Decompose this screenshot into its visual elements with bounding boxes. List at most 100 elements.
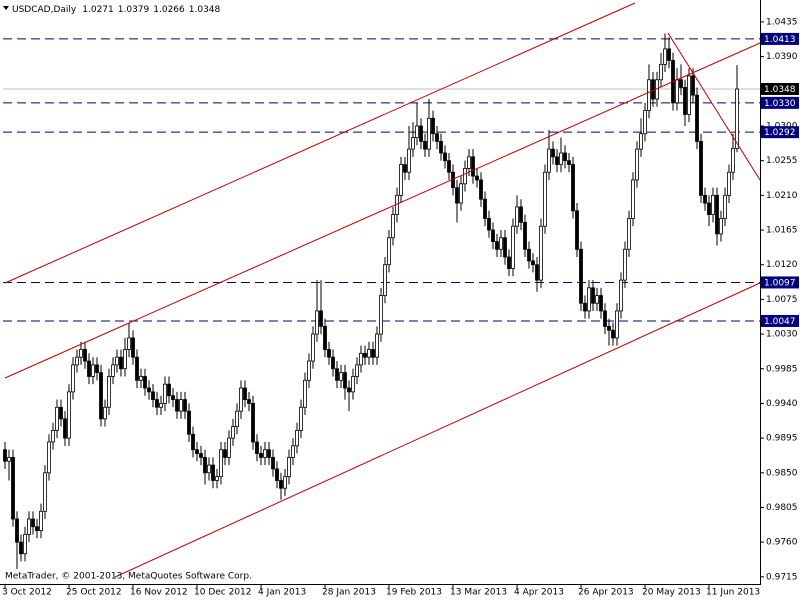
candle-body — [199, 453, 203, 458]
y-tick-label: 1.0255 — [766, 156, 798, 166]
candle-body — [319, 310, 323, 327]
candle-body — [355, 364, 359, 377]
candle-body — [183, 399, 187, 412]
candle-body — [547, 148, 551, 173]
candle-body — [391, 214, 395, 239]
x-tick-label: 4 Apr 2013 — [514, 588, 564, 598]
candle-body — [559, 152, 563, 165]
candle-body — [591, 287, 595, 304]
x-tick-label: 11 Jun 2013 — [706, 588, 760, 598]
candle-body — [283, 476, 287, 489]
candle-body — [587, 287, 591, 312]
candle-body — [151, 391, 155, 400]
candle-body — [95, 364, 99, 374]
header-close: 1.0348 — [189, 5, 221, 15]
candle-body — [435, 133, 439, 142]
candle-body — [503, 237, 507, 258]
candle-body — [187, 410, 191, 435]
candle-body — [323, 325, 327, 350]
candle-body — [679, 79, 683, 88]
candle-body — [579, 248, 583, 304]
candle-body — [191, 433, 195, 451]
candle-body — [359, 352, 363, 366]
level-label-box — [761, 96, 799, 109]
candle-body — [131, 337, 135, 358]
candle-body — [143, 376, 147, 389]
candle-body — [179, 399, 183, 412]
candle-body — [239, 387, 243, 412]
symbol: USDCAD,Daily — [12, 5, 77, 15]
candle-body — [271, 456, 275, 470]
y-tick-label: 0.9850 — [766, 468, 798, 478]
candle-body — [647, 79, 651, 111]
candle-body — [731, 147, 735, 173]
candle-body — [439, 141, 443, 154]
candle-body — [499, 237, 503, 250]
candle-body — [543, 171, 547, 227]
candle-body — [87, 360, 91, 377]
candle-body — [311, 333, 315, 362]
candle-body — [123, 349, 127, 370]
menu-arrow[interactable] — [3, 6, 9, 10]
candle-body — [399, 164, 403, 196]
candle-body — [663, 48, 667, 65]
candle-body — [47, 441, 51, 474]
footer: MetaTrader, © 2001-2013, MetaQuotes Soft… — [5, 572, 252, 582]
candle-body — [203, 456, 207, 474]
candle-body — [475, 175, 479, 181]
candle-body — [51, 430, 55, 443]
candle-body — [71, 364, 75, 393]
candle-body — [379, 295, 383, 335]
candle-body — [539, 225, 543, 281]
candle-body — [139, 376, 143, 381]
level-label-box — [761, 314, 799, 327]
candle-body — [691, 75, 695, 96]
candle-body — [667, 48, 671, 61]
candle-body — [295, 430, 299, 447]
candle-body — [643, 110, 647, 135]
candle-body — [167, 383, 171, 397]
candle-body — [147, 387, 151, 393]
candle-body — [375, 333, 379, 358]
candle-body — [703, 194, 707, 204]
x-tick-label: 3 Oct 2012 — [2, 588, 52, 598]
x-tick-label: 4 Jan 2013 — [258, 588, 306, 598]
x-tick-label: 28 Jan 2013 — [322, 588, 376, 598]
candle-body — [431, 117, 435, 135]
candle-body — [459, 183, 463, 204]
candle-body — [291, 445, 295, 458]
candle-body — [259, 453, 263, 458]
candle-body — [227, 437, 231, 458]
candle-body — [471, 156, 475, 177]
candle-body — [651, 79, 655, 100]
x-tick-label: 10 Dec 2012 — [194, 588, 252, 598]
candle-body — [487, 218, 491, 231]
candle-body — [219, 449, 223, 478]
candle-body — [623, 248, 627, 281]
y-tick-label: 0.9715 — [766, 572, 798, 582]
candle-body — [315, 310, 319, 335]
candle-body — [455, 187, 459, 204]
candle-body — [555, 156, 559, 165]
candle-body — [363, 352, 367, 358]
candle-body — [267, 449, 271, 458]
candle-body — [79, 349, 83, 358]
x-tick-label: 19 Feb 2013 — [386, 588, 442, 598]
candle-body — [351, 376, 355, 393]
level-label: 1.0292 — [764, 128, 796, 138]
candle-body — [223, 449, 227, 458]
time-axis-area — [0, 585, 800, 600]
candle-body — [411, 137, 415, 150]
y-tick-label: 1.0210 — [766, 191, 798, 201]
candle-body — [387, 237, 391, 266]
candle-body — [103, 406, 107, 420]
candle-body — [7, 456, 11, 462]
candle-body — [307, 360, 311, 381]
candle-body — [727, 171, 731, 196]
level-label: 1.0413 — [764, 35, 796, 45]
candle-body — [27, 518, 31, 535]
candle-body — [135, 356, 139, 381]
candle-body — [211, 464, 215, 481]
header-high: 1.0379 — [118, 5, 150, 15]
